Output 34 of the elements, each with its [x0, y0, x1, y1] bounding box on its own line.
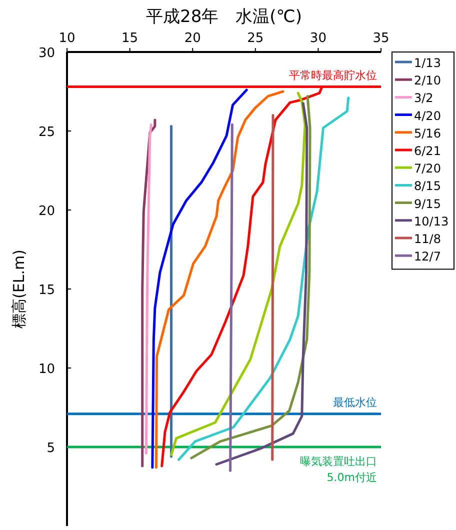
legend-label: 8/15	[414, 179, 441, 194]
x-tick-label: 30	[310, 31, 326, 46]
legend-label: 3/2	[414, 91, 434, 106]
legend-label: 9/15	[414, 196, 441, 211]
ref-line-label: 最低水位	[333, 396, 377, 409]
x-tick-label: 20	[184, 31, 201, 46]
chart-title: 平成28年 水温(℃)	[146, 7, 302, 27]
y-tick-label: 30	[38, 46, 55, 61]
y-tick-label: 10	[38, 362, 55, 377]
line-series	[170, 92, 306, 456]
y-axis-title: 標高(EL.m)	[10, 250, 28, 328]
legend-label: 4/20	[414, 108, 441, 123]
ref-line-label: 平常時最高貯水位	[289, 68, 377, 82]
legend-label: 11/8	[414, 232, 441, 246]
line-series	[144, 123, 152, 455]
line-series	[151, 88, 248, 469]
legend-label: 1/13	[414, 56, 441, 70]
x-tick-label: 15	[122, 31, 138, 46]
y-tick-label: 15	[38, 283, 55, 298]
legend-label: 12/7	[414, 250, 441, 264]
legend-label: 7/20	[414, 162, 441, 176]
x-tick-label: 25	[247, 31, 264, 46]
x-tick-label: 35	[372, 31, 390, 46]
x-tick-label: 10	[58, 31, 76, 46]
ref-line-label: 曝気装置吐出口 5.0m付近	[300, 455, 377, 484]
legend-label: 5/16	[414, 126, 441, 140]
legend-label: 2/10	[414, 74, 441, 88]
line-series	[141, 118, 156, 468]
y-tick-label: 20	[38, 204, 55, 219]
legend-label: 6/21	[414, 144, 441, 158]
y-tick-label: 5	[46, 441, 55, 456]
legend-label: 10/13	[414, 214, 449, 228]
line-series	[154, 90, 284, 469]
y-tick-label: 25	[38, 125, 55, 140]
